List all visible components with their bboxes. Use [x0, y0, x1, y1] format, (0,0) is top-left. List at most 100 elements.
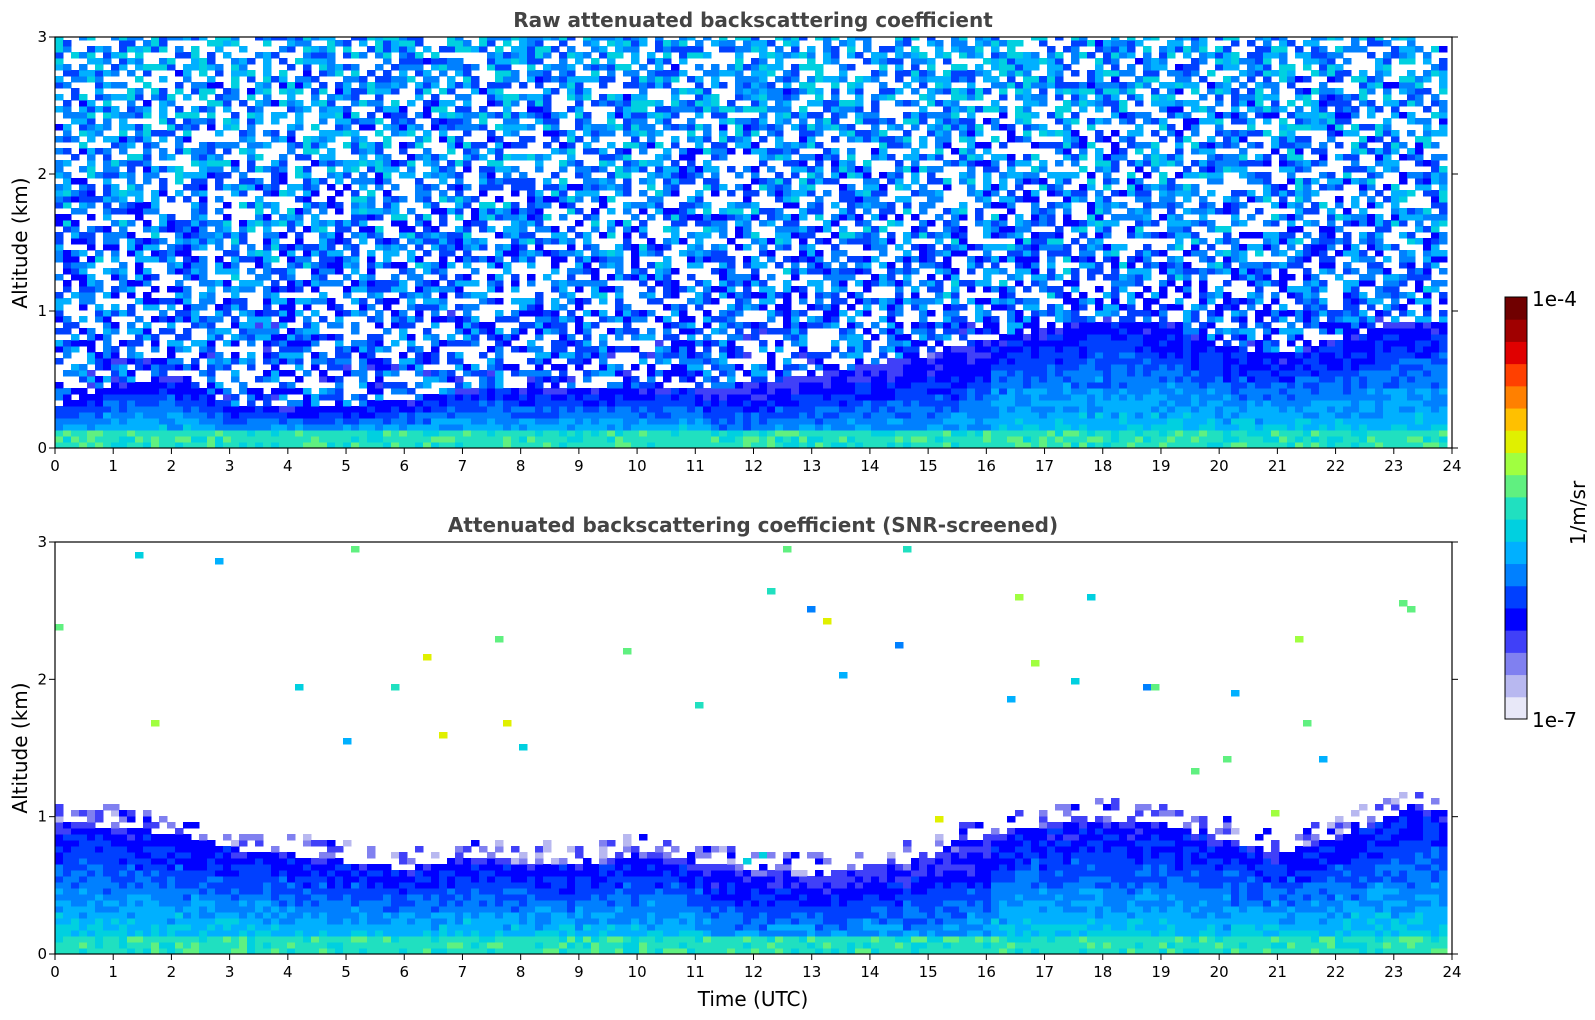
heatmap-cell [183, 112, 192, 119]
heatmap-cell [583, 394, 592, 401]
heatmap-cell [751, 46, 760, 53]
heatmap-cell [751, 292, 760, 299]
heatmap-cell [383, 166, 392, 173]
heatmap-cell [367, 406, 376, 413]
heatmap-cell [215, 238, 224, 245]
heatmap-cell [399, 268, 408, 275]
heatmap-cell [231, 418, 240, 425]
heatmap-cell [535, 388, 544, 395]
heatmap-cell [791, 148, 800, 155]
heatmap-cell [319, 178, 328, 185]
heatmap-cell [663, 76, 672, 83]
heatmap-cell [415, 370, 424, 377]
heatmap-cell [727, 202, 736, 209]
heatmap-cell [839, 430, 848, 437]
heatmap-cell [175, 334, 184, 341]
heatmap-cell [599, 412, 608, 419]
heatmap-cell [79, 424, 88, 431]
heatmap-cell [399, 40, 408, 47]
heatmap-cell [847, 322, 856, 329]
heatmap-cell [415, 346, 424, 353]
heatmap-cell [831, 400, 840, 407]
heatmap-cell [767, 88, 776, 95]
heatmap-cell [479, 178, 488, 185]
heatmap-cell [183, 262, 192, 269]
heatmap-cell [415, 310, 424, 317]
heatmap-cell [583, 334, 592, 341]
heatmap-cell [607, 430, 616, 437]
heatmap-cell [815, 238, 824, 245]
heatmap-cell [295, 256, 304, 263]
heatmap-cell [671, 76, 680, 83]
heatmap-cell [127, 184, 136, 191]
heatmap-cell [879, 364, 888, 371]
heatmap-cell [247, 406, 256, 413]
heatmap-cell [183, 196, 192, 203]
heatmap-cell [823, 220, 832, 227]
heatmap-cell [719, 418, 728, 425]
heatmap-cell [103, 310, 112, 317]
heatmap-cell [511, 442, 520, 448]
heatmap-cell [807, 262, 816, 269]
heatmap-cell [447, 244, 456, 251]
heatmap-cell [775, 418, 784, 425]
heatmap-cell [191, 208, 200, 215]
heatmap-cell [79, 442, 88, 448]
heatmap-cell [831, 244, 840, 251]
heatmap-cell [319, 52, 328, 59]
heatmap-cell [703, 160, 712, 167]
heatmap-cell [855, 106, 864, 113]
heatmap-cell [847, 136, 856, 143]
heatmap-cell [319, 220, 328, 227]
heatmap-cell [127, 232, 136, 239]
heatmap-cell [103, 82, 112, 89]
heatmap-cell [751, 124, 760, 131]
heatmap-cell [271, 394, 280, 401]
heatmap-cell [391, 442, 400, 448]
heatmap-cell [615, 442, 624, 448]
heatmap-cell [839, 412, 848, 419]
heatmap-cell [783, 310, 792, 317]
heatmap-cell [199, 220, 208, 227]
heatmap-cell [527, 436, 536, 443]
heatmap-cell [215, 154, 224, 161]
heatmap-cell [303, 280, 312, 287]
heatmap-cell [199, 406, 208, 413]
heatmap-cell [439, 340, 448, 347]
heatmap-cell [559, 364, 568, 371]
heatmap-cell [183, 148, 192, 155]
heatmap-cell [71, 412, 80, 419]
heatmap-cell [839, 232, 848, 239]
heatmap-cell [415, 256, 424, 263]
heatmap-cell [231, 94, 240, 101]
heatmap-cell [791, 274, 800, 281]
heatmap-cell [767, 166, 776, 173]
heatmap-cell [703, 106, 712, 113]
heatmap-cell [727, 412, 736, 419]
heatmap-cell [807, 142, 816, 149]
heatmap-cell [95, 376, 104, 383]
heatmap-cell [111, 142, 120, 149]
heatmap-cell [855, 94, 864, 101]
heatmap-cell [679, 346, 688, 353]
heatmap-cell [687, 388, 696, 395]
heatmap-cell [63, 394, 72, 401]
heatmap-cell [511, 256, 520, 263]
heatmap-cell [831, 418, 840, 425]
heatmap-cell [111, 106, 120, 113]
heatmap-cell [271, 220, 280, 227]
heatmap-cell [479, 118, 488, 125]
heatmap-cell [455, 40, 464, 47]
heatmap-cell [495, 394, 504, 401]
heatmap-cell [567, 208, 576, 215]
heatmap-cell [655, 268, 664, 275]
heatmap-cell [815, 118, 824, 125]
heatmap-cell [383, 202, 392, 209]
heatmap-cell [527, 70, 536, 77]
heatmap-cell [623, 406, 632, 413]
heatmap-cell [815, 94, 824, 101]
heatmap-cell [63, 424, 72, 431]
heatmap-cell [223, 412, 232, 419]
heatmap-cell [207, 142, 216, 149]
heatmap-cell [807, 418, 816, 425]
